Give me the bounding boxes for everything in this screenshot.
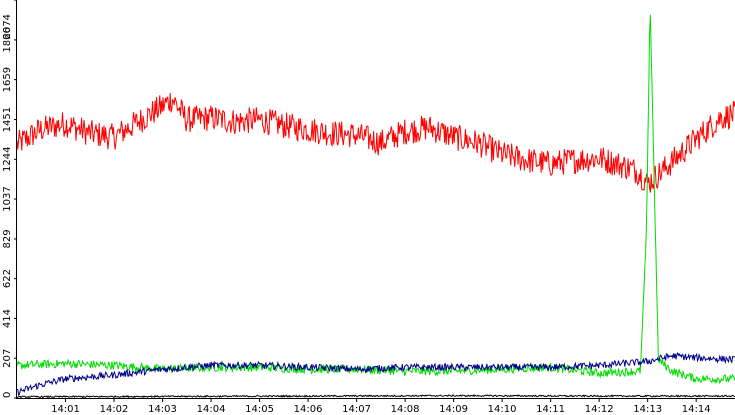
- y-tick-label: 1659: [2, 67, 13, 92]
- x-tick-label: 14:07: [342, 404, 371, 415]
- y-tick-label: 1866: [2, 27, 13, 52]
- series-line-3: [16, 351, 735, 397]
- x-tick-label: 14:04: [197, 404, 226, 415]
- y-tick-label: 1451: [2, 107, 13, 132]
- x-tick-label: 14:11: [536, 404, 565, 415]
- series-line-4: [16, 394, 735, 399]
- x-tick-label: 14:02: [100, 404, 129, 415]
- y-tick-label: 1244: [2, 147, 13, 172]
- x-tick-label: 14:01: [51, 404, 80, 415]
- x-tick-label: 14:13: [633, 404, 662, 415]
- y-tick-label: 0: [2, 392, 13, 398]
- x-tick-label: 14:06: [294, 404, 323, 415]
- y-tick-label: 622: [2, 269, 13, 288]
- y-tick-label: 2074: [2, 14, 13, 39]
- x-tick-label: 14:08: [391, 404, 420, 415]
- y-tick-label: 829: [2, 229, 13, 248]
- series-line-1: [16, 92, 735, 193]
- x-ticks: 14:01 14:02 14:03 14:04 14:05 14:06 14:07 14:08…: [51, 398, 711, 415]
- x-tick-label: 14:12: [585, 404, 614, 415]
- x-tick-label: 14:09: [439, 404, 468, 415]
- x-tick-label: 14:03: [148, 404, 177, 415]
- x-tick-label: 14:10: [488, 404, 517, 415]
- x-tick-label: 14:05: [245, 404, 274, 415]
- x-tick-label: 14:14: [682, 404, 711, 415]
- y-tick-label: 414: [2, 309, 13, 328]
- y-tick-label: 1037: [2, 186, 13, 211]
- series-layer: [16, 14, 735, 399]
- y-tick-label: 207: [2, 349, 13, 368]
